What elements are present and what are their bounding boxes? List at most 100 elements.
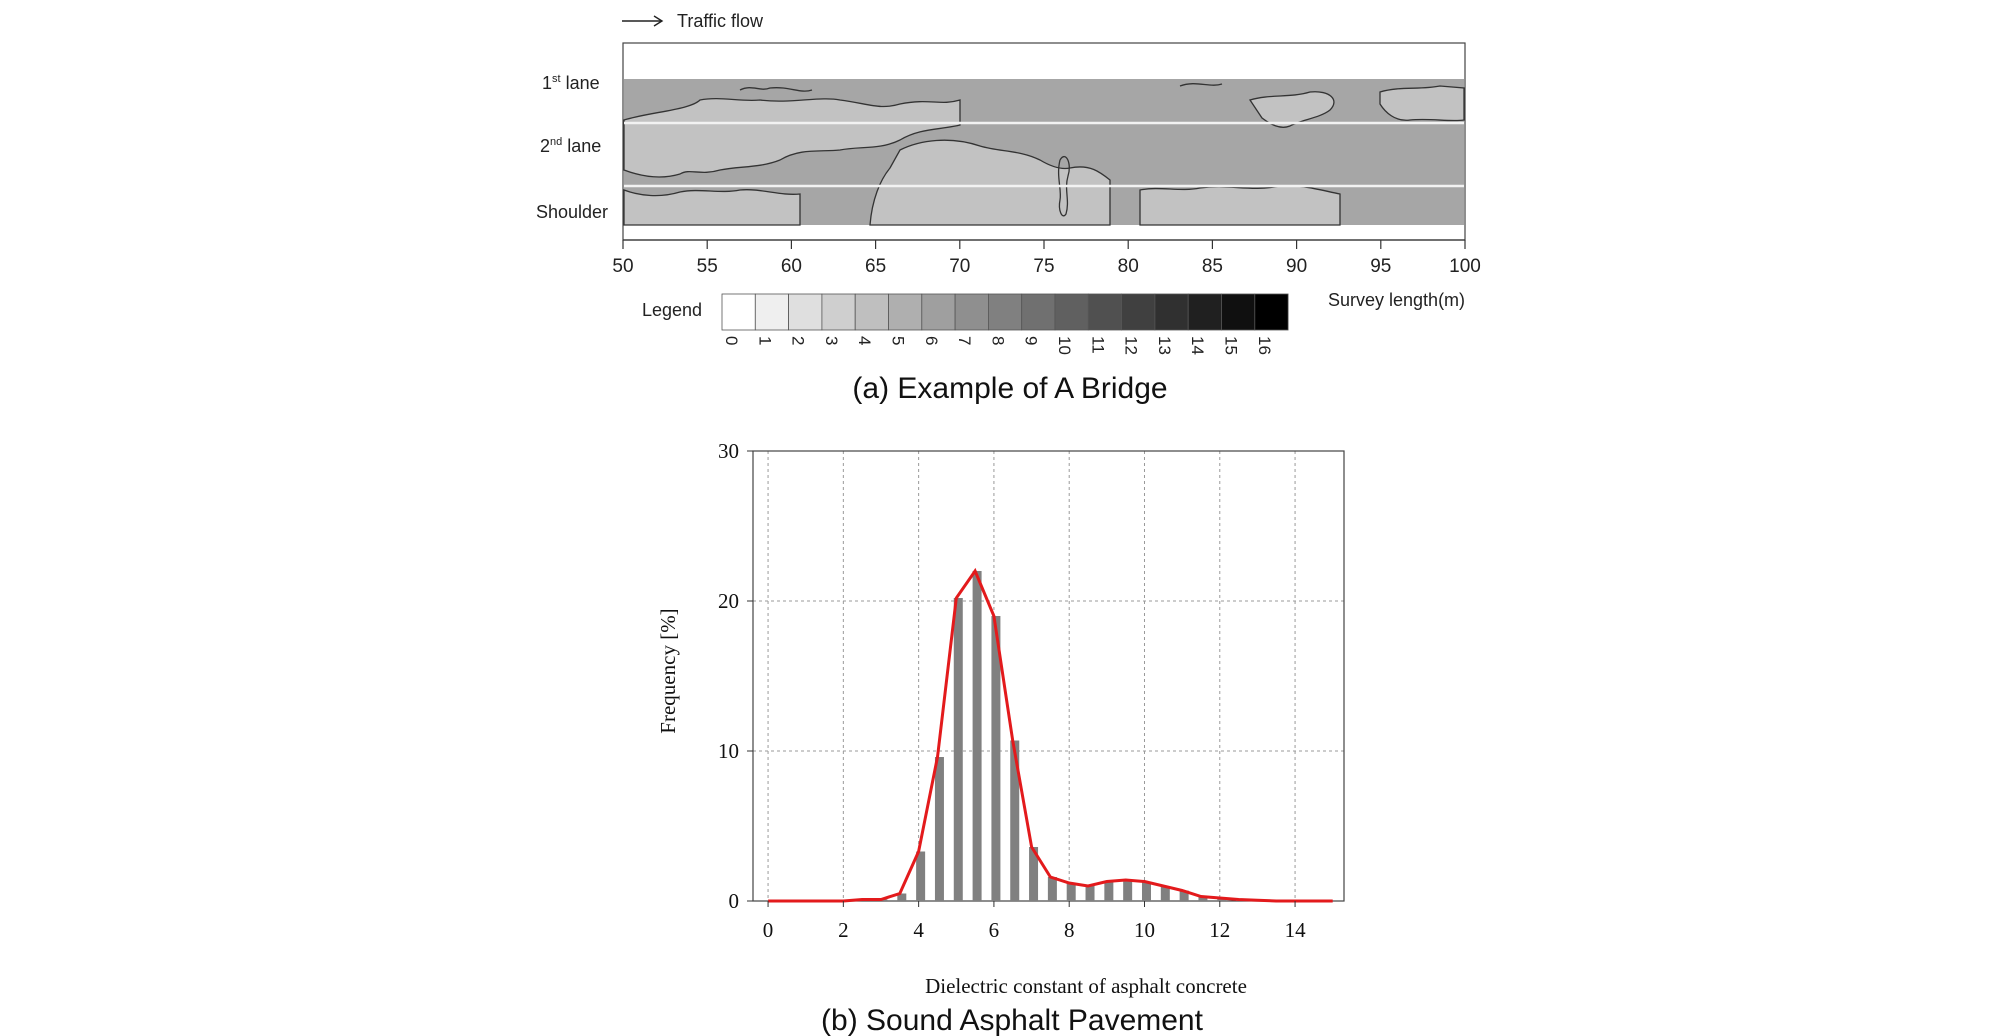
traffic-flow-label: Traffic flow bbox=[677, 11, 764, 31]
heatmap-x-tick-label: 60 bbox=[781, 256, 802, 277]
legend-swatch bbox=[921, 293, 956, 331]
chart-x-tick-label: 4 bbox=[913, 918, 924, 942]
legend-level-label: 15 bbox=[1222, 336, 1241, 355]
heatmap-x-tick-label: 75 bbox=[1033, 256, 1054, 277]
chart-y-tick-label: 10 bbox=[718, 739, 739, 763]
heatmap-x-tick-label: 70 bbox=[949, 256, 970, 277]
lane-label-first: 1st lane bbox=[542, 73, 600, 93]
heatmap-x-tick-label: 80 bbox=[1118, 256, 1139, 277]
chart-y-tick-label: 0 bbox=[729, 889, 740, 913]
legend-level-label: 6 bbox=[922, 336, 941, 345]
histogram-bar bbox=[991, 616, 1001, 901]
legend-swatch bbox=[854, 293, 889, 331]
histogram-bar bbox=[916, 851, 926, 901]
histogram-bar bbox=[1179, 890, 1189, 901]
heatmap-light-region bbox=[1139, 184, 1341, 226]
chart-x-tick-label: 0 bbox=[763, 918, 774, 942]
chart-x-tick-label: 8 bbox=[1064, 918, 1075, 942]
legend-swatch bbox=[888, 293, 923, 331]
legend-scale: 0 1 2 3 4 5 6 7 8 9 10 11 12 13 14 15 16 bbox=[721, 293, 1289, 355]
chart-y-axis-label: Frequency [%] bbox=[656, 608, 680, 733]
heatmap-contour bbox=[1057, 155, 1070, 217]
lane-label-second-sup: nd bbox=[550, 136, 562, 148]
lane-label-first-num: 1 bbox=[542, 73, 552, 93]
legend-level-label: 1 bbox=[755, 336, 774, 345]
legend-level-label: 16 bbox=[1255, 336, 1274, 355]
heatmap-x-axis-label: Survey length(m) bbox=[1328, 290, 1465, 310]
legend-title: Legend bbox=[642, 300, 702, 320]
legend-swatch bbox=[1021, 293, 1056, 331]
lane-label-second-rest: lane bbox=[562, 136, 601, 156]
caption-a: (a) Example of A Bridge bbox=[852, 372, 1167, 405]
histogram-bar bbox=[1085, 886, 1095, 901]
lane-label-second-num: 2 bbox=[540, 136, 550, 156]
chart-x-tick-label: 14 bbox=[1285, 918, 1307, 942]
legend-swatch bbox=[1254, 293, 1289, 331]
chart-x-tick-label: 6 bbox=[989, 918, 1000, 942]
legend-swatch bbox=[1087, 293, 1123, 331]
histogram-bar bbox=[1123, 880, 1133, 901]
heatmap-x-tick-label: 100 bbox=[1449, 256, 1481, 277]
legend-level-label: 3 bbox=[822, 336, 841, 345]
heatmap-light-region bbox=[1379, 85, 1465, 122]
histogram-bar bbox=[1010, 740, 1020, 901]
legend-swatch bbox=[1221, 293, 1256, 331]
heatmap-x-tick-label: 90 bbox=[1286, 256, 1307, 277]
histogram-bar bbox=[1029, 847, 1039, 901]
legend-level-label: 2 bbox=[789, 336, 808, 345]
legend-level-label: 5 bbox=[889, 336, 908, 345]
legend-swatch bbox=[1154, 293, 1189, 331]
heatmap-x-tick-label: 65 bbox=[865, 256, 886, 277]
histogram-bar bbox=[897, 893, 907, 901]
chart-grid bbox=[753, 451, 1344, 901]
lane-label-first-rest: lane bbox=[561, 73, 600, 93]
panel-a: Traffic flow 1st lane 2nd lane Shoulder bbox=[536, 11, 1481, 405]
chart-x-tick-label: 10 bbox=[1134, 918, 1155, 942]
legend-swatch bbox=[988, 293, 1023, 331]
legend-level-label: 0 bbox=[722, 336, 741, 345]
chart-y-ticks: 0 10 20 30 bbox=[718, 439, 753, 913]
legend-level-label: 14 bbox=[1188, 336, 1207, 355]
heatmap-x-tick-label: 55 bbox=[697, 256, 718, 277]
chart-frame bbox=[752, 450, 1345, 902]
panel-b: 0 2 4 6 8 10 12 14 0 10 20 30 Dielectric constant … bbox=[656, 439, 1345, 1036]
histogram-bar bbox=[1198, 896, 1208, 901]
caption-b: (b) Sound Asphalt Pavement bbox=[821, 1004, 1204, 1036]
heatmap-light-region bbox=[869, 139, 1111, 226]
heatmap-contour bbox=[739, 83, 1223, 92]
histogram-bar bbox=[1141, 881, 1151, 901]
legend-level-label: 8 bbox=[988, 336, 1007, 345]
chart-bars bbox=[859, 571, 1264, 901]
chart-x-tick-label: 2 bbox=[838, 918, 849, 942]
chart-x-ticks: 0 2 4 6 8 10 12 14 bbox=[763, 901, 1306, 942]
legend-swatch bbox=[821, 293, 856, 331]
heatmap-light-region bbox=[623, 97, 961, 178]
histogram-bar bbox=[953, 598, 963, 901]
legend-level-label: 12 bbox=[1122, 336, 1141, 355]
legend-level-label: 7 bbox=[955, 336, 974, 345]
lane-label-first-sup: st bbox=[552, 73, 561, 85]
legend-level-label: 9 bbox=[1022, 336, 1041, 345]
heatmap-light-region bbox=[1248, 91, 1335, 128]
chart-x-tick-label: 12 bbox=[1209, 918, 1230, 942]
histogram-bar bbox=[934, 757, 944, 901]
lane-label-second: 2nd lane bbox=[540, 136, 601, 156]
legend-swatch bbox=[1054, 293, 1089, 331]
legend-swatch bbox=[1121, 293, 1156, 331]
frequency-curve bbox=[768, 567, 1333, 903]
heatmap-surface bbox=[623, 79, 1465, 226]
histogram-bar bbox=[1047, 877, 1057, 901]
heatmap-x-tick-label: 95 bbox=[1370, 256, 1391, 277]
legend-swatch bbox=[954, 293, 989, 331]
legend-swatch bbox=[1187, 293, 1222, 331]
legend-swatch bbox=[788, 293, 823, 331]
lane-label-shoulder: Shoulder bbox=[536, 202, 608, 222]
legend-level-label: 13 bbox=[1155, 336, 1174, 355]
histogram-bar bbox=[1066, 883, 1076, 901]
legend-level-label: 10 bbox=[1055, 336, 1074, 355]
histogram-bar bbox=[1160, 886, 1170, 901]
legend-level-label: 11 bbox=[1088, 336, 1107, 354]
legend-swatch bbox=[754, 293, 789, 331]
histogram-bar bbox=[1104, 881, 1114, 901]
